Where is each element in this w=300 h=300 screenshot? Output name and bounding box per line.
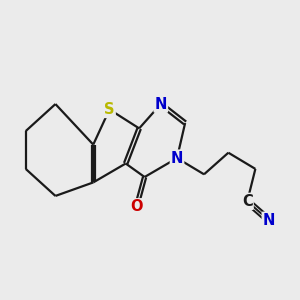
Text: N: N xyxy=(171,151,183,166)
Text: N: N xyxy=(154,97,167,112)
Text: C: C xyxy=(242,194,253,209)
Text: O: O xyxy=(130,199,143,214)
Text: S: S xyxy=(104,102,115,117)
Text: N: N xyxy=(263,213,275,228)
